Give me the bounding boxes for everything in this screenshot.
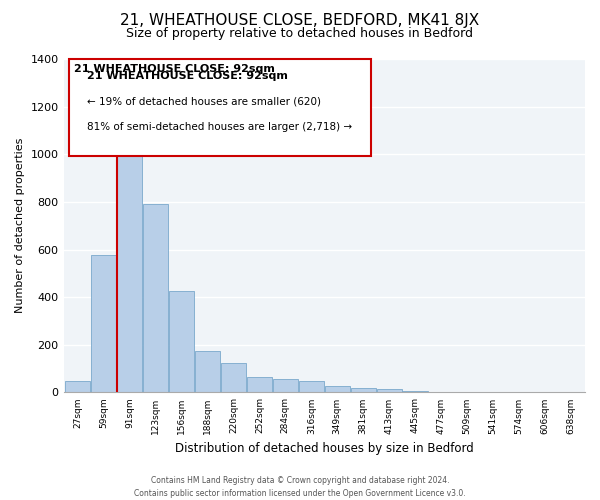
Bar xyxy=(247,377,272,392)
Bar xyxy=(299,380,324,392)
Bar xyxy=(325,386,350,392)
X-axis label: Distribution of detached houses by size in Bedford: Distribution of detached houses by size … xyxy=(175,442,473,455)
FancyBboxPatch shape xyxy=(69,59,371,156)
Bar xyxy=(273,380,298,392)
Y-axis label: Number of detached properties: Number of detached properties xyxy=(15,138,25,314)
Bar xyxy=(65,380,91,392)
Bar xyxy=(195,351,220,393)
Text: Size of property relative to detached houses in Bedford: Size of property relative to detached ho… xyxy=(127,28,473,40)
Bar xyxy=(143,204,168,392)
Text: 21 WHEATHOUSE CLOSE: 92sqm: 21 WHEATHOUSE CLOSE: 92sqm xyxy=(87,70,288,81)
Bar xyxy=(377,389,402,392)
Bar xyxy=(169,291,194,392)
Text: 21 WHEATHOUSE CLOSE: 92sqm: 21 WHEATHOUSE CLOSE: 92sqm xyxy=(74,64,275,74)
Text: ← 19% of detached houses are smaller (620): ← 19% of detached houses are smaller (62… xyxy=(87,96,321,106)
Text: Contains HM Land Registry data © Crown copyright and database right 2024.
Contai: Contains HM Land Registry data © Crown c… xyxy=(134,476,466,498)
Bar xyxy=(91,256,116,392)
Text: 21, WHEATHOUSE CLOSE, BEDFORD, MK41 8JX: 21, WHEATHOUSE CLOSE, BEDFORD, MK41 8JX xyxy=(121,12,479,28)
Bar xyxy=(117,144,142,392)
Bar xyxy=(221,362,246,392)
Bar xyxy=(350,388,376,392)
Text: 81% of semi-detached houses are larger (2,718) →: 81% of semi-detached houses are larger (… xyxy=(87,122,352,132)
Bar xyxy=(403,391,428,392)
